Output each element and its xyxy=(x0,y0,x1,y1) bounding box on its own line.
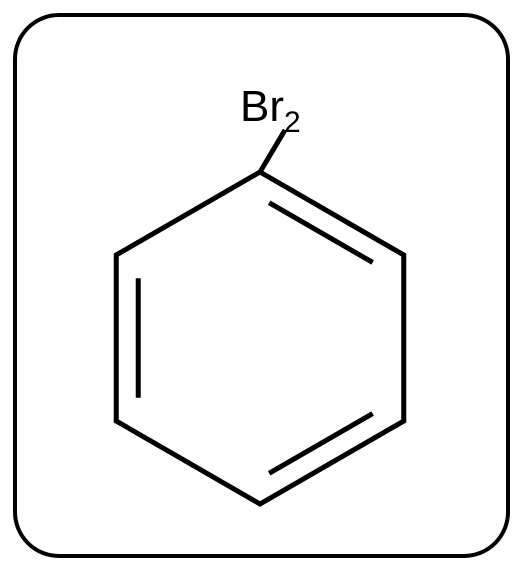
bromine-subscript: 2 xyxy=(284,106,301,139)
bromine-symbol: Br xyxy=(240,82,284,131)
bromine-label: Br2 xyxy=(240,82,301,139)
